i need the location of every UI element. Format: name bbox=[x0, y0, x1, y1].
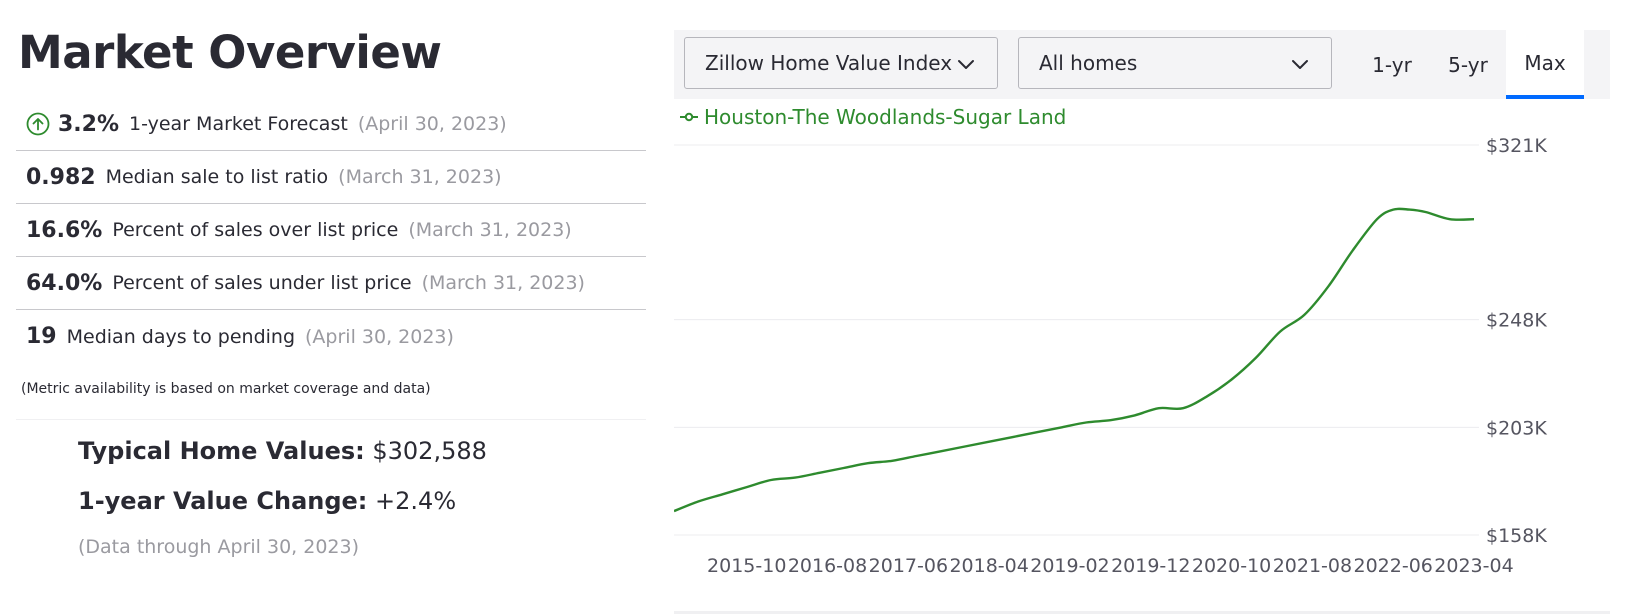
metric-value: 16.6% bbox=[26, 217, 103, 243]
metric-value: 0.982 bbox=[26, 164, 96, 190]
y-tick-label: $158K bbox=[1486, 525, 1547, 547]
metric-label: Median sale to list ratio bbox=[105, 166, 329, 188]
chart-bottom-border bbox=[674, 611, 1610, 614]
metric-row-under-list: 64.0% Percent of sales under list price … bbox=[16, 257, 646, 310]
metric-row-forecast: 3.2% 1-year Market Forecast (April 30, 2… bbox=[16, 98, 646, 151]
x-tick-label: 2022-06 bbox=[1353, 555, 1432, 577]
x-tick-label: 2018-04 bbox=[949, 555, 1028, 577]
metric-row-over-list: 16.6% Percent of sales over list price (… bbox=[16, 204, 646, 257]
home-type-select-value: All homes bbox=[1039, 51, 1138, 75]
x-tick-label: 2017-06 bbox=[869, 555, 948, 577]
chevron-down-icon bbox=[955, 53, 977, 75]
home-value-summary: Typical Home Values: $302,588 1-year Val… bbox=[78, 430, 487, 564]
range-tab-1yr[interactable]: 1-yr bbox=[1372, 52, 1412, 77]
legend-series-name: Houston-The Woodlands-Sugar Land bbox=[704, 105, 1067, 129]
chart-legend: Houston-The Woodlands-Sugar Land bbox=[680, 105, 1066, 129]
metric-date: (March 31, 2023) bbox=[338, 166, 502, 188]
value-change-label: 1-year Value Change: bbox=[78, 487, 368, 515]
metric-date: (March 31, 2023) bbox=[421, 272, 585, 294]
value-change-amount: +2.4% bbox=[375, 487, 457, 515]
metric-date: (April 30, 2023) bbox=[357, 113, 507, 135]
metric-value: 19 bbox=[26, 324, 57, 349]
metric-row-sale-to-list: 0.982 Median sale to list ratio (March 3… bbox=[16, 151, 646, 204]
series-line-houston bbox=[674, 207, 1475, 513]
typical-home-value-amount: $302,588 bbox=[372, 437, 487, 465]
home-value-chart: $158K $203K $248K $321K 2015-10 2016-08 2017-0… bbox=[674, 135, 1547, 577]
y-tick-label: $248K bbox=[1486, 310, 1547, 332]
metric-date: (April 30, 2023) bbox=[305, 325, 454, 348]
metric-label: 1-year Market Forecast bbox=[129, 113, 348, 135]
metric-label: Percent of sales under list price bbox=[112, 272, 412, 294]
y-tick-label: $321K bbox=[1486, 135, 1547, 157]
chevron-down-icon bbox=[1289, 53, 1311, 75]
x-tick-label: 2020-10 bbox=[1192, 555, 1271, 577]
metric-label: Percent of sales over list price bbox=[112, 219, 399, 241]
market-overview-panel: Market Overview 3.2% 1-year Market Forec… bbox=[0, 0, 650, 614]
index-select[interactable]: Zillow Home Value Index bbox=[684, 37, 998, 89]
data-through-note: (Data through April 30, 2023) bbox=[78, 536, 360, 558]
typical-home-value: Typical Home Values: $302,588 bbox=[78, 430, 487, 480]
metric-label: Median days to pending bbox=[66, 325, 296, 348]
index-select-value: Zillow Home Value Index bbox=[705, 51, 953, 75]
range-tab-5yr[interactable]: 5-yr bbox=[1448, 52, 1488, 77]
arrow-up-circle-icon bbox=[26, 112, 50, 136]
x-tick-label: 2019-12 bbox=[1111, 555, 1190, 577]
typical-home-value-label: Typical Home Values: bbox=[78, 437, 365, 465]
metric-date: (March 31, 2023) bbox=[408, 219, 572, 241]
metric-value: 64.0% bbox=[26, 270, 103, 296]
x-tick-label: 2019-02 bbox=[1030, 555, 1109, 577]
section-divider bbox=[16, 419, 646, 420]
chart-panel: Zillow Home Value Index All homes 1-yr 5… bbox=[674, 30, 1610, 614]
metric-availability-note: (Metric availability is based on market … bbox=[21, 381, 431, 397]
page-title: Market Overview bbox=[18, 26, 442, 79]
chart-toolbar: Zillow Home Value Index All homes 1-yr 5… bbox=[674, 30, 1610, 99]
y-tick-label: $203K bbox=[1486, 417, 1547, 439]
x-tick-label: 2015-10 bbox=[707, 555, 786, 577]
x-tick-label: 2021-08 bbox=[1273, 555, 1352, 577]
x-tick-label: 2016-08 bbox=[788, 555, 867, 577]
home-type-select[interactable]: All homes bbox=[1018, 37, 1332, 89]
x-tick-label: 2023-04 bbox=[1434, 555, 1513, 577]
metrics-list: 3.2% 1-year Market Forecast (April 30, 2… bbox=[16, 98, 646, 363]
range-tab-max[interactable]: Max bbox=[1506, 30, 1584, 99]
one-year-value-change: 1-year Value Change: +2.4% bbox=[78, 480, 487, 530]
legend-marker-icon bbox=[680, 112, 698, 122]
metric-row-days-pending: 19 Median days to pending (April 30, 202… bbox=[16, 310, 646, 363]
metric-value: 3.2% bbox=[58, 111, 120, 137]
